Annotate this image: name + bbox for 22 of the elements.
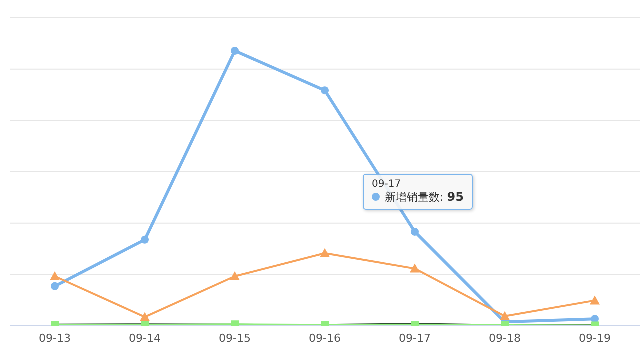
- point: [410, 264, 420, 273]
- point: [230, 272, 240, 280]
- x-tick-label: 09-19: [579, 332, 611, 345]
- point: [411, 228, 419, 236]
- x-tick-label: 09-15: [219, 332, 251, 345]
- point: [320, 248, 330, 258]
- point: [51, 282, 59, 290]
- x-tick-label: 09-17: [399, 332, 431, 345]
- point: [141, 236, 149, 244]
- x-tick-label: 09-14: [129, 332, 161, 345]
- x-tick-label: 09-18: [489, 332, 521, 345]
- point: [231, 47, 239, 55]
- x-tick-label: 09-16: [309, 332, 341, 345]
- point: [500, 311, 510, 320]
- point: [140, 312, 150, 322]
- annotation: 09-17: [372, 179, 402, 190]
- point: [590, 296, 600, 305]
- annotation: 95: [447, 190, 464, 204]
- legend-label: 新增销量数:: [385, 191, 445, 204]
- x-tick-label: 09-13: [39, 332, 71, 345]
- point: [50, 272, 60, 280]
- point: [321, 86, 329, 95]
